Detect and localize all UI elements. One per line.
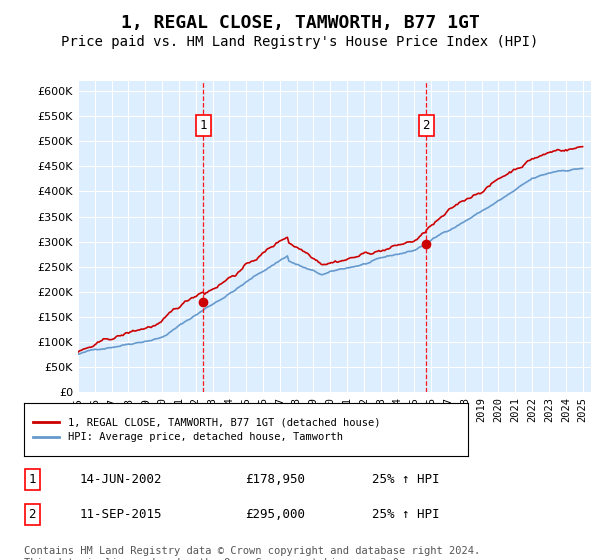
Text: 2: 2 [422,119,430,132]
Text: £295,000: £295,000 [245,508,305,521]
Legend: 1, REGAL CLOSE, TAMWORTH, B77 1GT (detached house), HPI: Average price, detached: 1, REGAL CLOSE, TAMWORTH, B77 1GT (detac… [29,413,385,446]
Text: 14-JUN-2002: 14-JUN-2002 [79,473,162,486]
Text: £178,950: £178,950 [245,473,305,486]
Text: 25% ↑ HPI: 25% ↑ HPI [372,508,439,521]
Text: 1, REGAL CLOSE, TAMWORTH, B77 1GT: 1, REGAL CLOSE, TAMWORTH, B77 1GT [121,14,479,32]
Text: 1: 1 [29,473,36,486]
Text: Contains HM Land Registry data © Crown copyright and database right 2024.
This d: Contains HM Land Registry data © Crown c… [24,546,480,560]
Text: 1: 1 [200,119,207,132]
Text: 2: 2 [29,508,36,521]
Text: 25% ↑ HPI: 25% ↑ HPI [372,473,439,486]
Text: Price paid vs. HM Land Registry's House Price Index (HPI): Price paid vs. HM Land Registry's House … [61,35,539,49]
Text: 11-SEP-2015: 11-SEP-2015 [79,508,162,521]
